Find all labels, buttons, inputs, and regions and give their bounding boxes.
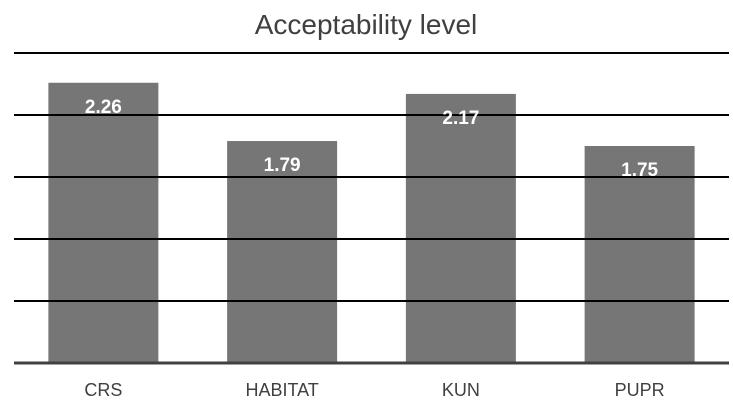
x-tick-label: KUN xyxy=(442,380,480,400)
bar-habitat xyxy=(227,141,338,363)
gridlines xyxy=(14,52,729,365)
data-labels: 2.26 1.79 2.17 1.75 xyxy=(85,97,659,181)
bars xyxy=(48,82,695,364)
data-label: 2.17 xyxy=(442,108,479,129)
x-tick-label: PUPR xyxy=(615,380,665,400)
bar-kun xyxy=(405,93,516,364)
data-label: 1.79 xyxy=(264,155,301,176)
x-tick-label: CRS xyxy=(84,380,122,400)
x-axis: CRS HABITAT KUN PUPR xyxy=(84,380,664,400)
x-tick-label: HABITAT xyxy=(245,380,318,400)
bar-crs xyxy=(48,82,159,363)
bar-pupr xyxy=(584,146,695,363)
chart-title: Acceptability level xyxy=(255,9,478,40)
data-label: 1.75 xyxy=(621,160,658,181)
data-label: 2.26 xyxy=(85,97,122,118)
